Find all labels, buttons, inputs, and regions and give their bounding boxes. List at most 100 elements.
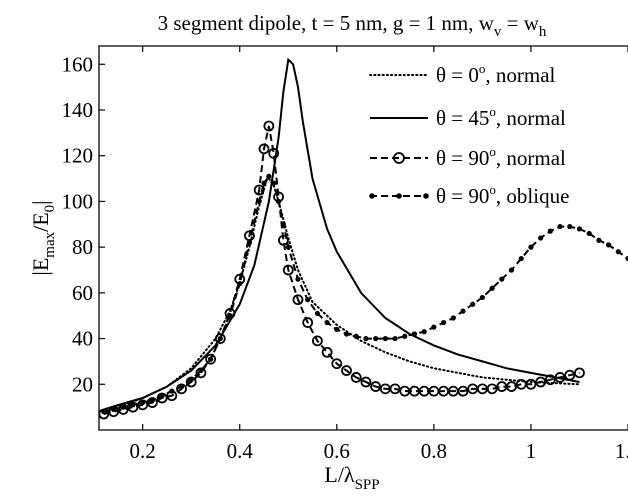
data-point (567, 223, 573, 230)
data-point (499, 276, 505, 282)
data-point (278, 234, 289, 246)
data-point (266, 173, 272, 179)
series-line (103, 57, 580, 411)
y-tick-label: 140 (62, 98, 94, 122)
data-point (402, 333, 408, 339)
data-point (554, 372, 566, 383)
data-point (411, 331, 418, 337)
data-point (460, 308, 466, 314)
data-point (450, 315, 456, 321)
data-point (280, 221, 287, 227)
legend-label: θ = 0o, normal (436, 61, 556, 87)
data-point (295, 276, 301, 282)
legend-label: θ = 90o, oblique (436, 182, 569, 208)
data-point (508, 267, 515, 273)
series-line (102, 177, 581, 413)
data-point (169, 388, 175, 394)
data-point (479, 294, 486, 301)
data-point (292, 294, 304, 306)
data-point (547, 228, 553, 234)
y-tick-label: 80 (72, 235, 93, 259)
data-point (101, 409, 107, 415)
y-axis-label: |Emax/E0| (28, 200, 58, 275)
y-tick-label: 120 (62, 144, 94, 168)
data-point (574, 367, 585, 379)
data-point (525, 378, 537, 390)
y-tick-label: 160 (62, 52, 94, 76)
data-point (615, 249, 621, 255)
data-point (457, 385, 469, 397)
data-point (205, 353, 217, 365)
data-point (586, 230, 592, 237)
legend-item: θ = 45o, normal (370, 104, 566, 130)
legend: θ = 0o, normal θ = 45o, normal θ = 90o, no… (369, 61, 569, 208)
data-point (373, 335, 379, 342)
series-line (103, 174, 628, 413)
data-point (261, 180, 267, 186)
data-point (535, 376, 547, 388)
data-point (305, 297, 311, 303)
data-point (528, 244, 534, 250)
data-point (271, 180, 277, 186)
data-point (130, 402, 136, 408)
data-point (188, 377, 194, 383)
x-tick-label: 0.4 (227, 439, 254, 463)
x-axis-label: L/λSPP (324, 462, 379, 493)
data-point (258, 143, 270, 155)
data-point (341, 365, 352, 376)
data-point (282, 264, 294, 276)
data-point (382, 335, 388, 342)
data-point (518, 255, 524, 262)
data-point (564, 369, 576, 381)
data-point (246, 239, 253, 246)
data-point (334, 326, 340, 333)
data-point (227, 313, 233, 319)
plot-frame (98, 45, 628, 431)
data-point (237, 281, 243, 287)
legend-item: θ = 90o, oblique (369, 182, 569, 208)
data-point (263, 120, 275, 132)
series-90-oblique (101, 173, 628, 415)
series-layer (99, 57, 628, 420)
data-point (596, 237, 602, 243)
data-point (343, 331, 350, 337)
data-point (314, 310, 320, 317)
data-point (506, 381, 517, 392)
legend-item: θ = 90o, normal (370, 144, 566, 170)
data-point (285, 244, 291, 250)
data-point (389, 383, 401, 395)
legend-label: θ = 90o, normal (436, 144, 566, 170)
data-point (275, 198, 282, 205)
y-tick-label: 40 (72, 327, 93, 351)
data-point (331, 358, 343, 370)
legend-item: θ = 0o, normal (369, 61, 556, 87)
data-point (392, 335, 398, 342)
data-point (198, 367, 204, 374)
data-point (370, 381, 382, 392)
y-tick-label: 100 (62, 189, 94, 213)
data-point (159, 393, 165, 399)
data-point (217, 335, 223, 342)
data-point (149, 397, 155, 403)
data-point (110, 406, 117, 413)
data-point (268, 148, 280, 159)
data-point (363, 335, 369, 342)
data-point (311, 335, 323, 347)
x-tick-label: 1 (526, 439, 537, 463)
data-point (544, 374, 556, 386)
x-tick-label: 0.2 (130, 439, 156, 463)
data-point (324, 319, 330, 326)
legend-marker (369, 193, 375, 199)
axis-tick-labels: 0.2 0.4 0.6 0.8 1 1.2 20 40 60 80 100 120 140 160 (62, 52, 628, 463)
y-tick-label: 20 (72, 372, 93, 396)
data-point (538, 235, 544, 241)
data-point (605, 242, 612, 248)
series-45-normal (103, 57, 580, 411)
data-point (350, 372, 362, 383)
data-point (489, 285, 495, 291)
x-tick-label: 0.6 (324, 439, 350, 463)
legend-marker (393, 152, 405, 164)
data-point (214, 333, 226, 344)
legend-marker (396, 193, 402, 199)
data-point (625, 255, 628, 262)
